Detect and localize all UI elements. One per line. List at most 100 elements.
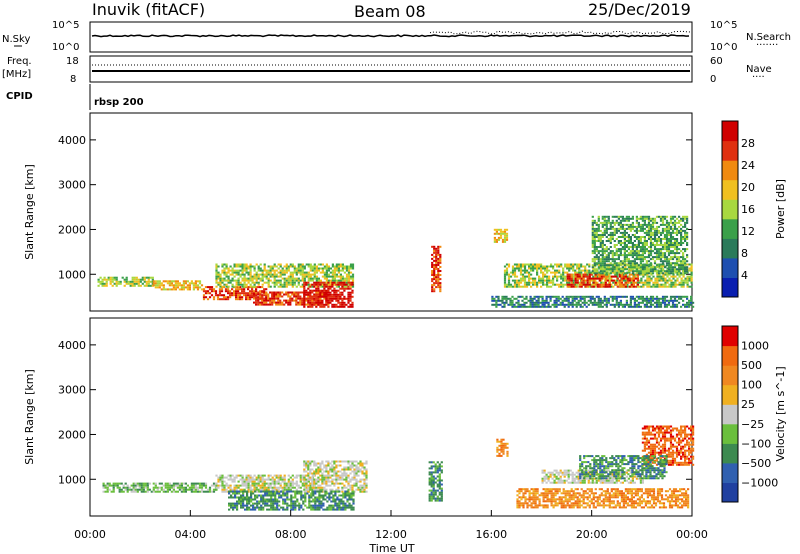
data-cell	[621, 219, 624, 222]
data-cell	[661, 252, 665, 255]
data-cell	[507, 279, 511, 282]
data-cell	[253, 292, 256, 295]
data-cell	[137, 284, 140, 287]
data-cell	[274, 508, 277, 511]
data-cell	[634, 277, 637, 280]
data-cell	[650, 273, 653, 276]
data-cell	[285, 283, 288, 286]
data-cell	[245, 480, 248, 483]
data-cell	[574, 275, 577, 278]
data-cell	[562, 267, 565, 270]
data-cell	[365, 468, 368, 471]
data-cell	[168, 284, 171, 287]
data-cell	[586, 281, 589, 284]
data-cell	[663, 246, 667, 248]
data-cell	[299, 267, 302, 270]
data-cell	[315, 299, 318, 302]
data-cell	[357, 462, 360, 465]
data-cell	[194, 482, 197, 485]
data-cell	[305, 460, 308, 463]
data-cell	[335, 299, 338, 302]
data-cell	[657, 301, 661, 304]
data-cell	[576, 277, 579, 280]
data-cell	[231, 480, 234, 483]
data-cell	[257, 275, 260, 278]
data-cell	[307, 297, 310, 300]
data-cell	[291, 279, 294, 282]
data-cell	[493, 236, 496, 239]
data-cell	[649, 254, 653, 257]
data-cell	[505, 271, 509, 274]
data-cell	[437, 251, 440, 254]
data-cell	[625, 254, 628, 257]
data-cell	[609, 223, 612, 226]
data-cell	[661, 297, 665, 300]
data-cell	[365, 460, 368, 463]
data-cell	[562, 273, 565, 276]
data-cell	[564, 263, 567, 266]
data-cell	[503, 273, 507, 276]
data-cell	[515, 267, 519, 270]
data-cell	[246, 494, 249, 497]
data-cell	[311, 305, 314, 308]
data-cell	[554, 271, 557, 274]
data-cell	[345, 466, 348, 469]
data-cell	[595, 272, 598, 275]
data-cell	[646, 277, 649, 280]
data-cell	[566, 273, 569, 276]
data-cell	[123, 280, 126, 283]
data-cell	[639, 229, 642, 232]
data-cell	[262, 496, 265, 499]
data-cell	[619, 236, 622, 238]
data-cell	[624, 281, 627, 284]
data-cell	[176, 284, 179, 287]
data-cell	[255, 484, 258, 487]
data-cell	[546, 285, 549, 288]
data-cell	[513, 271, 517, 274]
data-cell	[645, 272, 648, 275]
data-cell	[125, 282, 128, 285]
data-cell	[227, 486, 230, 489]
data-cell	[223, 480, 226, 483]
data-cell	[351, 263, 355, 266]
data-cell	[289, 283, 292, 286]
data-cell	[656, 285, 659, 288]
data-cell	[347, 480, 350, 483]
data-cell	[303, 293, 306, 296]
data-cell	[247, 486, 250, 489]
data-cell	[556, 269, 559, 272]
data-cell	[315, 275, 318, 278]
data-cell	[168, 488, 171, 491]
data-cell	[188, 284, 191, 287]
data-cell	[335, 281, 338, 284]
data-cell	[287, 283, 290, 286]
data-cell	[152, 280, 155, 283]
data-cell	[269, 269, 272, 272]
data-cell	[666, 273, 669, 276]
data-cell	[343, 301, 346, 304]
data-cell	[495, 230, 498, 233]
data-cell	[333, 271, 336, 274]
data-cell	[303, 480, 306, 483]
data-cell	[619, 264, 622, 267]
data-cell	[291, 482, 294, 485]
data-cell	[108, 488, 111, 491]
data-cell	[680, 231, 683, 234]
data-cell	[604, 285, 607, 288]
data-cell	[594, 279, 597, 282]
data-cell	[682, 215, 685, 218]
data-cell	[627, 234, 630, 236]
data-cell	[676, 279, 679, 282]
data-cell	[242, 494, 245, 497]
data-cell	[548, 275, 551, 278]
data-cell	[202, 288, 206, 291]
data-cell	[347, 468, 350, 471]
data-cell	[315, 301, 318, 304]
data-cell	[501, 230, 505, 233]
data-cell	[271, 291, 274, 294]
data-cell	[597, 250, 600, 253]
data-cell	[690, 295, 693, 298]
data-cell	[625, 246, 628, 248]
data-cell	[124, 482, 127, 485]
data-cell	[259, 277, 262, 280]
